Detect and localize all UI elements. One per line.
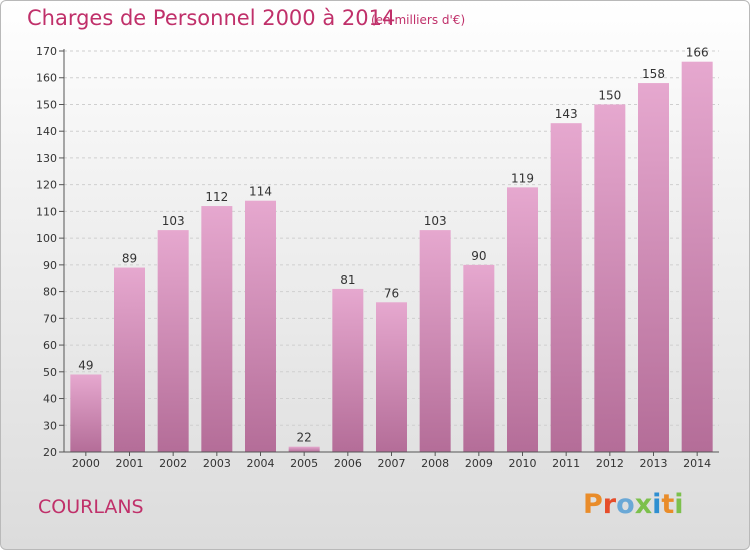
- commune-name: COURLANS: [38, 496, 144, 518]
- y-tick-label: 140: [36, 125, 57, 138]
- y-tick-label: 100: [36, 232, 57, 245]
- y-tick-label: 80: [43, 286, 57, 299]
- bar-value-label: 22: [297, 431, 312, 445]
- x-tick-label: 2000: [72, 457, 100, 470]
- bar: [681, 61, 713, 453]
- brand-letter: x: [634, 489, 653, 520]
- y-tick-label: 70: [43, 312, 57, 325]
- x-tick-label: 2002: [159, 457, 187, 470]
- bar: [507, 187, 538, 452]
- x-tick-label: 2001: [116, 457, 144, 470]
- bar-value-label: 150: [598, 88, 621, 102]
- x-tick-label: 2011: [552, 457, 580, 470]
- bar: [550, 123, 582, 453]
- bar-value-label: 81: [340, 273, 355, 287]
- brand-logo: Proxiti: [583, 489, 684, 520]
- y-tick-label: 20: [43, 446, 57, 459]
- y-tick-label: 50: [43, 366, 57, 379]
- bar: [245, 200, 276, 452]
- bar: [70, 374, 102, 452]
- bar-value-label: 103: [162, 214, 185, 228]
- brand-letter: r: [602, 489, 617, 520]
- bar-value-label: 49: [78, 358, 93, 372]
- bar-value-label: 166: [686, 46, 709, 60]
- brand-letter: t: [661, 489, 675, 520]
- x-tick-label: 2013: [640, 457, 668, 470]
- bar-value-label: 143: [555, 107, 578, 121]
- bar-value-label: 76: [384, 286, 399, 300]
- bar: [419, 230, 451, 452]
- bar: [376, 302, 407, 452]
- bar: [594, 104, 626, 452]
- x-tick-label: 2007: [378, 457, 406, 470]
- y-tick-label: 30: [43, 419, 57, 432]
- y-tick-label: 170: [36, 45, 57, 58]
- x-tick-label: 2003: [203, 457, 231, 470]
- bar: [157, 230, 189, 452]
- bar: [332, 288, 364, 452]
- brand-letter: i: [674, 489, 684, 520]
- y-tick-label: 90: [43, 259, 57, 272]
- bar-value-label: 119: [511, 171, 534, 185]
- axis-layer: 20 30 40 50 60 70 80 90 100 110 120 130 140 150 160 170…: [36, 45, 719, 470]
- bar-value-label: 112: [205, 190, 228, 204]
- x-tick-label: 2004: [247, 457, 275, 470]
- y-tick-label: 60: [43, 339, 57, 352]
- bar: [288, 446, 320, 452]
- bar: [638, 83, 669, 452]
- chart-subtitle: (en milliers d'€): [371, 13, 466, 27]
- y-tick-label: 120: [36, 179, 57, 192]
- bar-value-label: 114: [249, 185, 272, 199]
- y-tick-label: 110: [36, 205, 57, 218]
- bar: [201, 206, 233, 452]
- bar-value-label: 89: [122, 252, 137, 266]
- x-tick-label: 2005: [290, 457, 318, 470]
- bar-layer: 49 89 103 112 114 22 81 76 103 90 119 143 150 158 166: [70, 46, 713, 453]
- bar-value-label: 158: [642, 67, 665, 81]
- bar-value-label: 90: [471, 249, 486, 263]
- bar: [114, 267, 145, 452]
- brand-letter: o: [616, 489, 635, 520]
- y-tick-label: 160: [36, 72, 57, 85]
- y-tick-label: 130: [36, 152, 57, 165]
- y-tick-label: 40: [43, 393, 57, 406]
- y-tick-label: 150: [36, 98, 57, 111]
- x-tick-label: 2009: [465, 457, 493, 470]
- x-tick-label: 2014: [683, 457, 711, 470]
- brand-letter: i: [652, 489, 662, 520]
- bar-value-label: 103: [424, 214, 447, 228]
- brand-letter: P: [583, 489, 603, 520]
- chart-title: Charges de Personnel 2000 à 2014: [27, 6, 396, 30]
- x-tick-label: 2012: [596, 457, 624, 470]
- x-tick-label: 2008: [421, 457, 449, 470]
- x-tick-label: 2010: [509, 457, 537, 470]
- bar: [463, 264, 495, 452]
- x-tick-label: 2006: [334, 457, 362, 470]
